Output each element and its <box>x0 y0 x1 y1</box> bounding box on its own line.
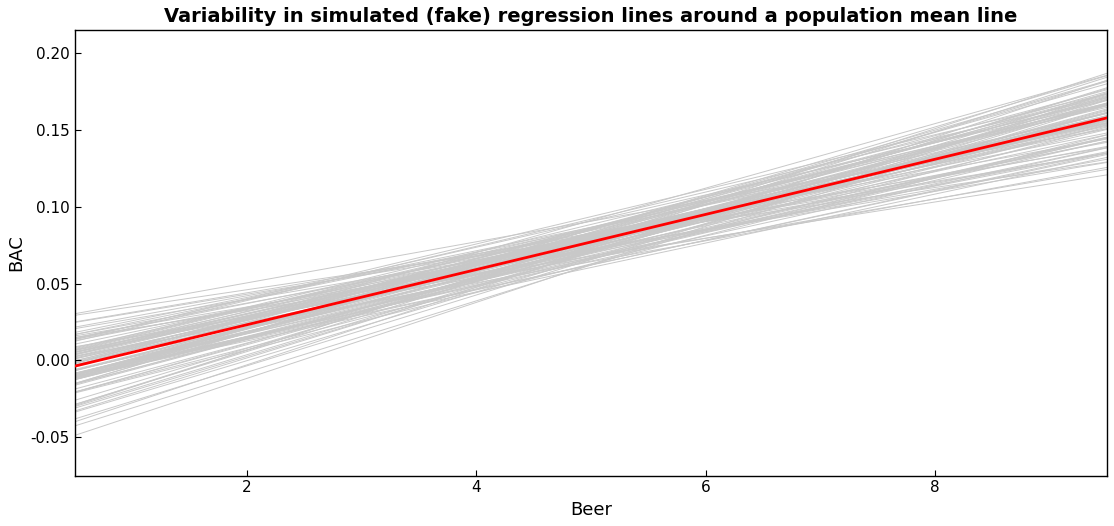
Title: Variability in simulated (fake) regression lines around a population mean line: Variability in simulated (fake) regressi… <box>164 7 1017 26</box>
Y-axis label: BAC: BAC <box>7 235 25 271</box>
X-axis label: Beer: Beer <box>570 501 612 519</box>
